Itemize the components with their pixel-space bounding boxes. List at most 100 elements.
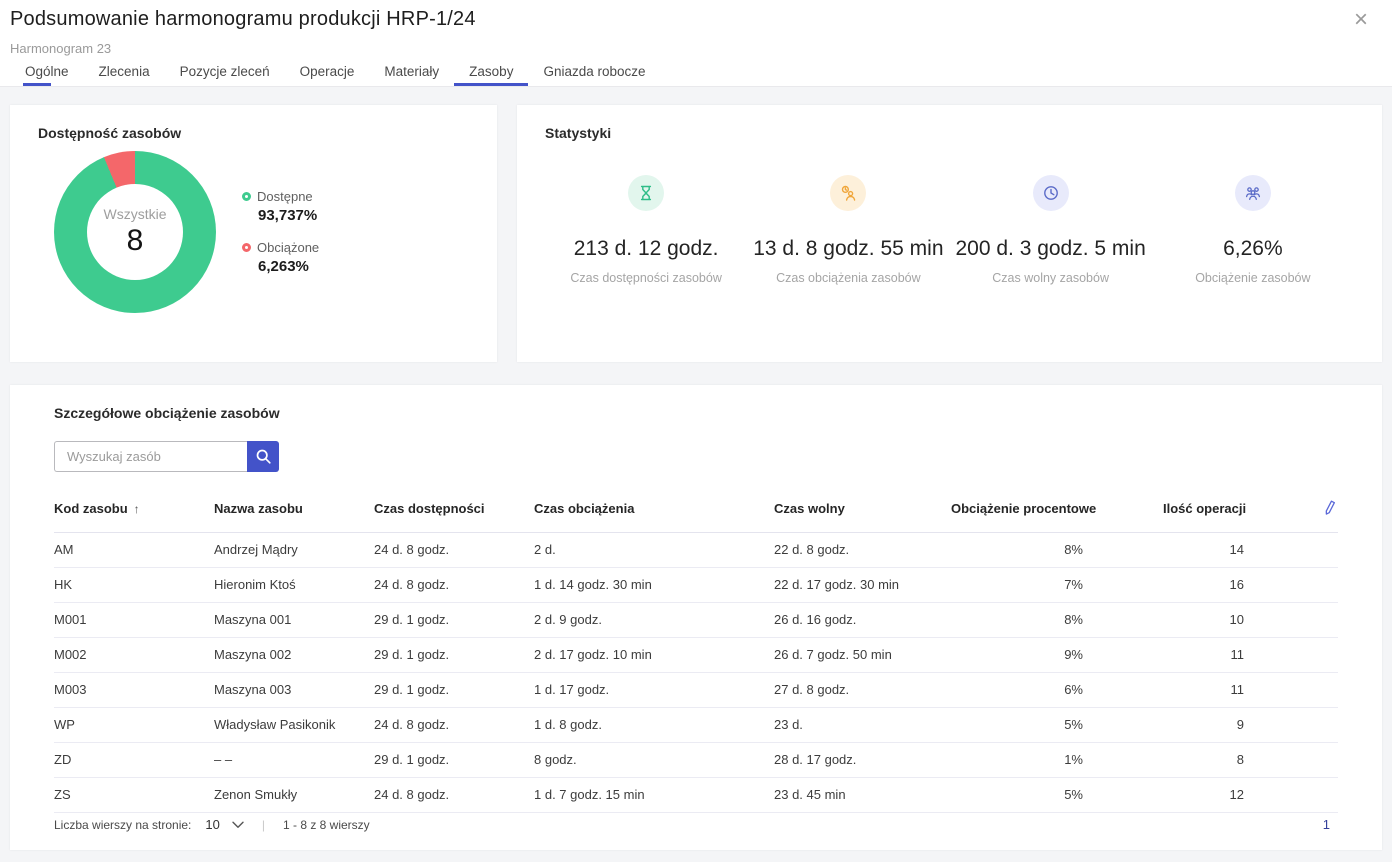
rows-per-page-select[interactable]: 10 [205, 817, 243, 832]
pagination-bar: Liczba wierszy na stronie: 10 | 1 - 8 z … [54, 813, 1338, 842]
column-settings-cell [1244, 486, 1338, 533]
availability-card-title: Dostępność zasobów [38, 125, 469, 141]
stat-value: 6,26% [1223, 237, 1283, 261]
resources-table-body: AMAndrzej Mądry24 d. 8 godz.2 d.22 d. 8 … [54, 533, 1338, 813]
table-cell: 22 d. 17 godz. 30 min [774, 568, 951, 603]
table-cell: Andrzej Mądry [214, 533, 374, 568]
table-cell-spacer [1244, 708, 1338, 743]
table-cell: Władysław Pasikonik [214, 708, 374, 743]
search-icon [254, 447, 273, 466]
dialog-header: Podsumowanie harmonogramu produkcji HRP-… [0, 0, 1392, 87]
table-row: WPWładysław Pasikonik24 d. 8 godz.1 d. 8… [54, 708, 1338, 743]
table-cell: Maszyna 002 [214, 638, 374, 673]
pagination-page-1[interactable]: 1 [1315, 813, 1338, 836]
table-cell: 26 d. 7 godz. 50 min [774, 638, 951, 673]
column-header-label: Kod zasobu [54, 501, 128, 516]
stat-value: 213 d. 12 godz. [574, 237, 719, 261]
resources-table: Kod zasobu ↑ Nazwa zasobu Czas dostępnośc… [54, 486, 1338, 813]
search-input[interactable] [54, 441, 247, 472]
resource-load-card: Szczegółowe obciążenie zasobów Kod zasob… [10, 385, 1382, 850]
edit-pencil-icon[interactable] [1319, 497, 1339, 517]
column-header-nazwa-zasobu[interactable]: Nazwa zasobu [214, 486, 374, 533]
donut-legend: Dostępne 93,737% Obciążone 6,263% [242, 189, 319, 275]
schedule-subtitle: Harmonogram 23 [10, 41, 1382, 56]
stat-free-time: 200 d. 3 godz. 5 min Czas wolny zasobów [950, 175, 1152, 285]
dialog-content: Dostępność zasobów Wszystkie 8 Dostępne … [0, 87, 1392, 862]
column-header-czas-obciazenia[interactable]: Czas obciążenia [534, 486, 774, 533]
availability-card: Dostępność zasobów Wszystkie 8 Dostępne … [10, 105, 497, 362]
table-cell-spacer [1244, 743, 1338, 778]
stat-load-time: 13 d. 8 godz. 55 min Czas obciążenia zas… [747, 175, 949, 285]
table-row: ZSZenon Smukły24 d. 8 godz.1 d. 7 godz. … [54, 778, 1338, 813]
legend-label: Dostępne [257, 189, 313, 204]
table-cell: 24 d. 8 godz. [374, 568, 534, 603]
search-button[interactable] [247, 441, 279, 472]
tab-pozycje-zlecen[interactable]: Pozycje zleceń [165, 62, 285, 86]
legend-value: 93,737% [258, 207, 319, 224]
table-cell: 14 [1163, 533, 1244, 568]
tab-operacje[interactable]: Operacje [285, 62, 370, 86]
table-cell: M002 [54, 638, 214, 673]
column-header-ilosc-operacji[interactable]: Ilość operacji [1163, 486, 1244, 533]
table-cell: 1% [951, 743, 1163, 778]
table-cell: 2 d. 17 godz. 10 min [534, 638, 774, 673]
table-cell-spacer [1244, 778, 1338, 813]
table-cell-spacer [1244, 638, 1338, 673]
statistics-card-title: Statystyki [545, 125, 1354, 141]
column-header-czas-wolny[interactable]: Czas wolny [774, 486, 951, 533]
table-cell: 7% [951, 568, 1163, 603]
table-cell: 8% [951, 603, 1163, 638]
stat-label: Obciążenie zasobów [1195, 271, 1310, 285]
legend-marker-red-icon [242, 243, 251, 252]
statistics-row: 213 d. 12 godz. Czas dostępności zasobów… [545, 175, 1354, 285]
stat-load-percent: 6,26% Obciążenie zasobów [1152, 175, 1354, 285]
sort-asc-icon: ↑ [134, 502, 140, 516]
table-cell: Zenon Smukły [214, 778, 374, 813]
tab-ogolne[interactable]: Ogólne [10, 62, 84, 86]
table-cell: 1 d. 7 godz. 15 min [534, 778, 774, 813]
table-cell: ZS [54, 778, 214, 813]
table-cell: 6% [951, 673, 1163, 708]
chevron-down-icon [232, 821, 244, 829]
rows-per-page-label: Liczba wierszy na stronie: [54, 818, 191, 832]
table-cell: 8 [1163, 743, 1244, 778]
table-cell: 29 d. 1 godz. [374, 638, 534, 673]
table-cell: 8% [951, 533, 1163, 568]
table-cell: 22 d. 8 godz. [774, 533, 951, 568]
tab-bar: Ogólne Zlecenia Pozycje zleceń Operacje … [10, 62, 1382, 86]
close-icon[interactable]: × [1354, 8, 1382, 30]
table-cell: Maszyna 001 [214, 603, 374, 638]
donut-center-value: 8 [127, 224, 144, 258]
table-cell: 27 d. 8 godz. [774, 673, 951, 708]
tab-zlecenia[interactable]: Zlecenia [84, 62, 165, 86]
table-cell: 23 d. [774, 708, 951, 743]
table-row: M001Maszyna 00129 d. 1 godz.2 d. 9 godz.… [54, 603, 1338, 638]
stat-label: Czas wolny zasobów [992, 271, 1109, 285]
table-cell: 9% [951, 638, 1163, 673]
legend-item-obciazone: Obciążone 6,263% [242, 240, 319, 275]
table-row: M003Maszyna 00329 d. 1 godz.1 d. 17 godz… [54, 673, 1338, 708]
column-header-obciazenie-procentowe[interactable]: Obciążenie procentowe [951, 486, 1163, 533]
legend-value: 6,263% [258, 258, 319, 275]
table-row: AMAndrzej Mądry24 d. 8 godz.2 d.22 d. 8 … [54, 533, 1338, 568]
column-header-czas-dostepnosci[interactable]: Czas dostępności [374, 486, 534, 533]
tab-materialy[interactable]: Materiały [369, 62, 454, 86]
stat-value: 200 d. 3 godz. 5 min [955, 237, 1145, 261]
page-title: Podsumowanie harmonogramu produkcji HRP-… [10, 8, 476, 31]
table-cell: ZD [54, 743, 214, 778]
statistics-card: Statystyki 213 d. 12 godz. Czas dostępno… [517, 105, 1382, 362]
legend-marker-green-icon [242, 192, 251, 201]
column-header-kod-zasobu[interactable]: Kod zasobu ↑ [54, 486, 214, 533]
stat-availability-time: 213 d. 12 godz. Czas dostępności zasobów [545, 175, 747, 285]
table-cell: 11 [1163, 638, 1244, 673]
tab-zasoby[interactable]: Zasoby [454, 62, 528, 86]
table-row: M002Maszyna 00229 d. 1 godz.2 d. 17 godz… [54, 638, 1338, 673]
search-bar [54, 441, 1338, 472]
table-cell-spacer [1244, 673, 1338, 708]
tab-gniazda-robocze[interactable]: Gniazda robocze [528, 62, 660, 86]
donut-center-label: Wszystkie [104, 206, 167, 222]
clock-icon [1033, 175, 1069, 211]
table-cell: Hieronim Ktoś [214, 568, 374, 603]
table-cell: – – [214, 743, 374, 778]
user-clock-icon [830, 175, 866, 211]
